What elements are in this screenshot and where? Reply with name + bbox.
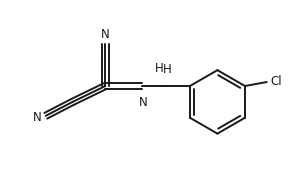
Text: N: N — [33, 111, 42, 124]
Text: Cl: Cl — [271, 74, 282, 88]
Text: N: N — [101, 28, 110, 41]
Text: H: H — [163, 63, 171, 76]
Text: N: N — [139, 96, 147, 109]
Text: H: H — [155, 62, 164, 75]
